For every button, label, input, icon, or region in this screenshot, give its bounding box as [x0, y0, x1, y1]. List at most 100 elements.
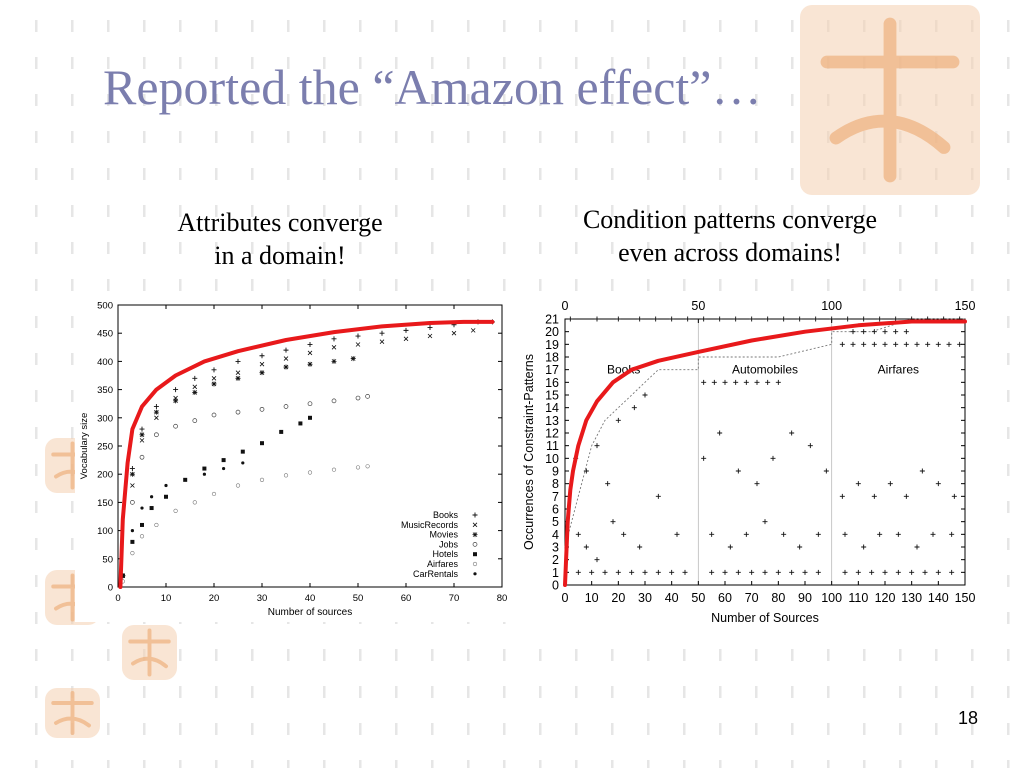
data-point	[839, 493, 845, 499]
data-point	[192, 500, 197, 505]
bg-tick-mark	[899, 686, 902, 698]
data-point	[129, 471, 135, 477]
data-point	[355, 465, 361, 470]
bg-tick-mark	[719, 168, 722, 180]
x-tick-label: 30	[638, 591, 652, 605]
bg-tick-mark	[215, 686, 218, 698]
x-tick-label: 0	[562, 591, 569, 605]
data-point	[307, 401, 313, 407]
top-tick-label: 0	[562, 299, 569, 313]
bg-tick-mark	[107, 242, 110, 254]
bg-tick-mark	[467, 131, 470, 143]
pattern-series-2	[573, 392, 957, 499]
data-point	[789, 430, 795, 436]
bg-tick-mark	[611, 723, 614, 735]
bg-tick-mark	[71, 279, 74, 291]
bg-tick-mark	[647, 723, 650, 735]
data-point	[307, 350, 313, 356]
y-axis-label: Occurrences of Constraint-Patterns	[522, 354, 536, 550]
bg-tick-mark	[935, 242, 938, 254]
data-point	[922, 569, 928, 575]
series-airfares	[120, 464, 370, 584]
bg-tick-mark	[215, 131, 218, 143]
bg-tick-mark	[143, 168, 146, 180]
data-point	[951, 493, 957, 499]
bg-tick-mark	[683, 20, 686, 32]
bg-tick-mark	[107, 205, 110, 217]
bg-tick-mark	[143, 20, 146, 32]
bg-tick-mark	[647, 168, 650, 180]
bg-tick-mark	[971, 723, 974, 735]
x-tick-label: 150	[955, 591, 976, 605]
bg-tick-mark	[35, 94, 38, 106]
x-tick-label: 40	[665, 591, 679, 605]
data-point	[701, 316, 707, 322]
bg-tick-mark	[287, 168, 290, 180]
bg-tick-mark	[935, 760, 938, 768]
bg-tick-mark	[179, 168, 182, 180]
bg-tick-mark	[935, 649, 938, 661]
top-tick-label: 50	[691, 299, 705, 313]
data-point	[914, 544, 920, 550]
bg-tick-mark	[755, 131, 758, 143]
pattern-series-3	[567, 316, 963, 322]
x-tick-label: 80	[771, 591, 785, 605]
bg-tick-mark	[467, 168, 470, 180]
data-point	[717, 430, 723, 436]
bg-tick-mark	[35, 501, 38, 513]
bg-tick-mark	[395, 723, 398, 735]
bg-tick-mark	[107, 760, 110, 768]
bg-tick-mark	[611, 20, 614, 32]
bg-tick-mark	[35, 575, 38, 587]
data-point	[427, 333, 433, 339]
data-point	[935, 341, 941, 347]
bg-tick-mark	[395, 20, 398, 32]
page-number: 18	[958, 708, 979, 728]
data-point	[762, 519, 768, 525]
bg-tick-mark	[35, 205, 38, 217]
bg-tick-mark	[35, 612, 38, 624]
data-point	[882, 569, 888, 575]
bg-tick-mark	[323, 20, 326, 32]
bg-tick-mark	[683, 723, 686, 735]
bg-tick-mark	[503, 760, 506, 768]
bg-tick-mark	[863, 760, 866, 768]
bg-tick-mark	[323, 760, 326, 768]
bg-tick-mark	[431, 242, 434, 254]
bg-tick-mark	[35, 464, 38, 476]
data-point	[895, 531, 901, 537]
bg-tick-mark	[1007, 686, 1010, 698]
bg-tick-mark	[899, 205, 902, 217]
data-point	[183, 478, 187, 482]
bg-tick-mark	[467, 686, 470, 698]
bg-tick-mark	[323, 279, 326, 291]
data-point	[895, 569, 901, 575]
bg-tick-mark	[143, 205, 146, 217]
data-point	[139, 454, 145, 460]
bg-tick-mark	[467, 723, 470, 735]
y-tick-label: 50	[102, 554, 113, 565]
data-point	[192, 384, 198, 390]
y-tick-label: 10	[545, 452, 559, 466]
bg-tick-mark	[719, 723, 722, 735]
bg-tick-mark	[683, 649, 686, 661]
bg-tick-mark	[251, 723, 254, 735]
data-point	[403, 336, 409, 342]
bg-tick-mark	[575, 131, 578, 143]
bg-tick-mark	[647, 649, 650, 661]
bg-tick-mark	[611, 94, 614, 106]
data-point	[893, 341, 899, 347]
bg-tick-mark	[107, 168, 110, 180]
data-point	[621, 531, 627, 537]
data-point	[308, 415, 312, 420]
bg-tick-mark	[863, 205, 866, 217]
bg-tick-mark	[791, 94, 794, 106]
data-point	[869, 569, 875, 575]
bg-tick-mark	[287, 131, 290, 143]
legend-marker	[472, 561, 478, 567]
data-point	[717, 316, 723, 322]
data-point	[331, 398, 337, 404]
bg-tick-mark	[503, 168, 506, 180]
bg-tick-mark	[71, 353, 74, 365]
y-tick-label: 9	[552, 465, 559, 479]
